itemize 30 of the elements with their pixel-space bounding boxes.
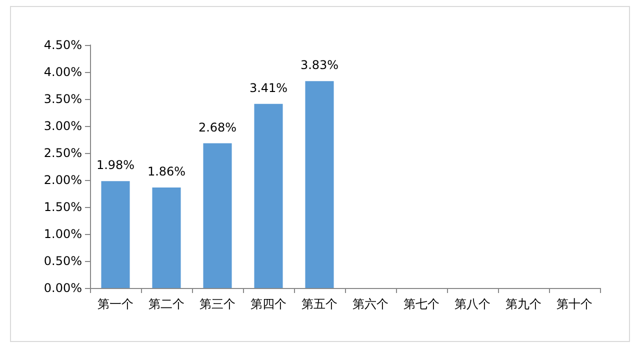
y-tick-label: 2.50% [44,146,82,160]
data-label: 1.86% [147,164,186,179]
y-tick-label: 3.00% [44,119,82,133]
y-tick-label: 2.00% [44,173,82,187]
x-tick-label: 第十个 [556,297,592,311]
x-tick-label: 第一个 [98,297,134,311]
x-tick-label: 第七个 [404,297,440,311]
x-tick-label: 第二个 [148,297,184,311]
bar [152,188,181,288]
x-tick-label: 第九个 [506,297,542,311]
bar [101,181,130,288]
bar [254,104,283,288]
y-tick-label: 1.50% [44,200,82,214]
y-tick-label: 4.50% [44,38,82,52]
data-label: 3.41% [249,80,288,95]
y-tick-label: 4.00% [44,65,82,79]
x-tick-label: 第六个 [352,297,388,311]
data-label: 2.68% [198,120,237,134]
x-tick-label: 第三个 [200,297,236,311]
bar [203,143,232,288]
y-tick-label: 3.50% [44,92,82,106]
x-tick-label: 第八个 [454,297,490,311]
x-tick-label: 第四个 [250,297,286,311]
bar [305,81,334,288]
x-tick-label: 第五个 [302,297,338,311]
y-tick-label: 0.00% [44,281,82,295]
y-tick-label: 0.50% [44,254,82,268]
data-label: 1.98% [96,158,135,172]
data-label: 3.83% [300,58,339,72]
y-tick-label: 1.00% [44,227,82,241]
